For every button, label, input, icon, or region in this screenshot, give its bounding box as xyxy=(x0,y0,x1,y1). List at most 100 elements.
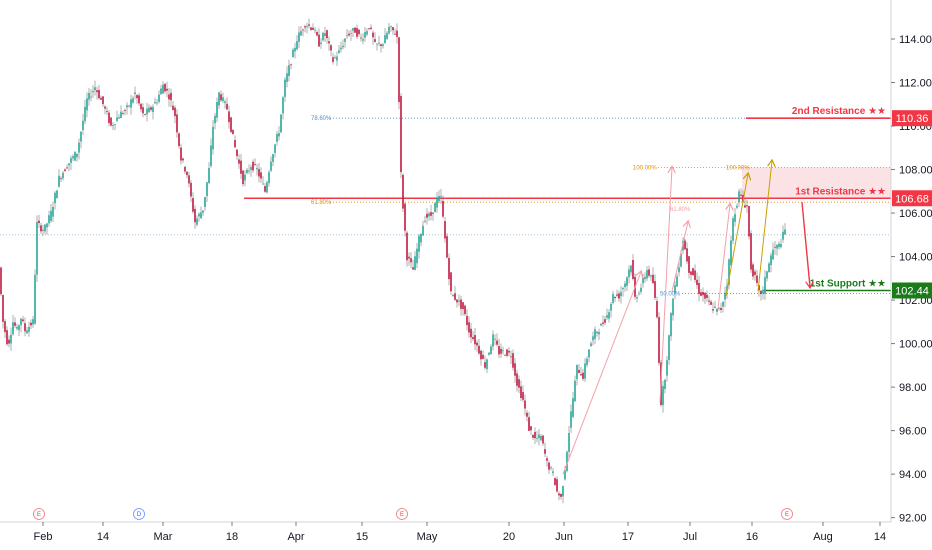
candle xyxy=(422,220,424,236)
candle xyxy=(42,224,44,236)
candle-body xyxy=(128,105,130,107)
candle-body xyxy=(782,231,784,240)
candle-body xyxy=(26,330,28,334)
arrow-pink-3 xyxy=(671,222,688,292)
candle-body xyxy=(426,213,428,218)
candle-body xyxy=(130,99,132,108)
candle xyxy=(670,311,672,341)
candle-body xyxy=(172,105,174,111)
candle xyxy=(168,88,170,107)
candle-body xyxy=(672,298,674,316)
candle-body xyxy=(220,94,222,101)
candle xyxy=(236,148,238,160)
candle-body xyxy=(478,345,480,354)
candle xyxy=(72,154,74,162)
candle-body xyxy=(34,274,36,324)
candle-body xyxy=(742,194,744,203)
candle-body xyxy=(370,27,372,29)
candle-body xyxy=(722,301,724,307)
candle-body xyxy=(588,349,590,358)
candle-body xyxy=(38,220,40,224)
candle-body xyxy=(514,363,516,376)
candle-body xyxy=(330,45,332,51)
candle xyxy=(392,26,394,35)
fib-100-label-right: 100.00% xyxy=(726,165,750,171)
candle xyxy=(708,295,710,306)
candle-body xyxy=(474,335,476,345)
candle-body xyxy=(358,29,360,35)
candle-body xyxy=(8,339,10,344)
candle xyxy=(232,129,234,135)
candle xyxy=(142,103,144,118)
candle xyxy=(714,300,716,309)
candle-body xyxy=(120,111,122,118)
candle xyxy=(68,163,70,172)
event-marker-label: E xyxy=(400,512,404,518)
candle xyxy=(266,180,268,194)
candle xyxy=(398,36,400,110)
candle-body xyxy=(380,44,382,46)
candle-body xyxy=(688,256,690,273)
candle-body xyxy=(366,31,368,35)
candle xyxy=(686,242,688,265)
candle-body xyxy=(68,163,70,166)
candle-body xyxy=(640,287,642,292)
candle-body xyxy=(232,129,234,135)
candle xyxy=(454,286,456,302)
candle xyxy=(638,290,640,296)
candle-body xyxy=(738,191,740,203)
candle-body xyxy=(190,182,192,197)
candle xyxy=(554,477,556,486)
candle-body xyxy=(154,101,156,104)
candle xyxy=(676,273,678,287)
candle xyxy=(212,119,214,155)
candle xyxy=(558,491,560,501)
event-marker-circle xyxy=(396,508,408,520)
candle-body xyxy=(612,293,614,303)
price-badge xyxy=(892,190,932,207)
candle-body xyxy=(64,169,66,172)
candle xyxy=(752,262,754,280)
candle-body xyxy=(630,265,632,273)
candle xyxy=(400,93,402,179)
candle-body xyxy=(404,203,406,231)
candle-body xyxy=(406,232,408,261)
candle-body xyxy=(20,318,22,326)
candle-body xyxy=(644,276,646,280)
candle-body xyxy=(570,411,572,428)
candle-body xyxy=(626,277,628,286)
event-marker-label: D xyxy=(137,512,142,518)
candle xyxy=(40,222,42,235)
candle xyxy=(308,18,310,29)
candle xyxy=(378,35,380,47)
candle xyxy=(366,28,368,37)
y-tick-label: 98.00 xyxy=(899,382,927,394)
candle xyxy=(190,180,192,203)
y-tick-label: 114.00 xyxy=(899,34,932,46)
candle xyxy=(320,38,322,49)
candle-body xyxy=(560,493,562,497)
candle xyxy=(588,349,590,363)
candle-body xyxy=(104,106,106,109)
candle xyxy=(18,324,20,337)
candle xyxy=(300,25,302,37)
candle xyxy=(124,108,126,116)
level-1st-support-label: 1st Support ★★ xyxy=(810,279,886,290)
candle-body xyxy=(354,27,356,33)
candle-body xyxy=(274,144,276,153)
candle-body xyxy=(412,267,414,270)
candle xyxy=(256,163,258,176)
candle-body xyxy=(66,167,68,169)
candle xyxy=(746,199,748,213)
candle-body xyxy=(206,182,208,197)
candle-body xyxy=(260,172,262,179)
candle xyxy=(104,104,106,115)
candle xyxy=(198,212,200,222)
x-tick-label: Jul xyxy=(683,531,697,543)
candle xyxy=(82,113,84,136)
candle xyxy=(754,269,756,281)
candle-body xyxy=(444,221,446,239)
candle xyxy=(462,302,464,316)
candle-body xyxy=(210,145,212,166)
